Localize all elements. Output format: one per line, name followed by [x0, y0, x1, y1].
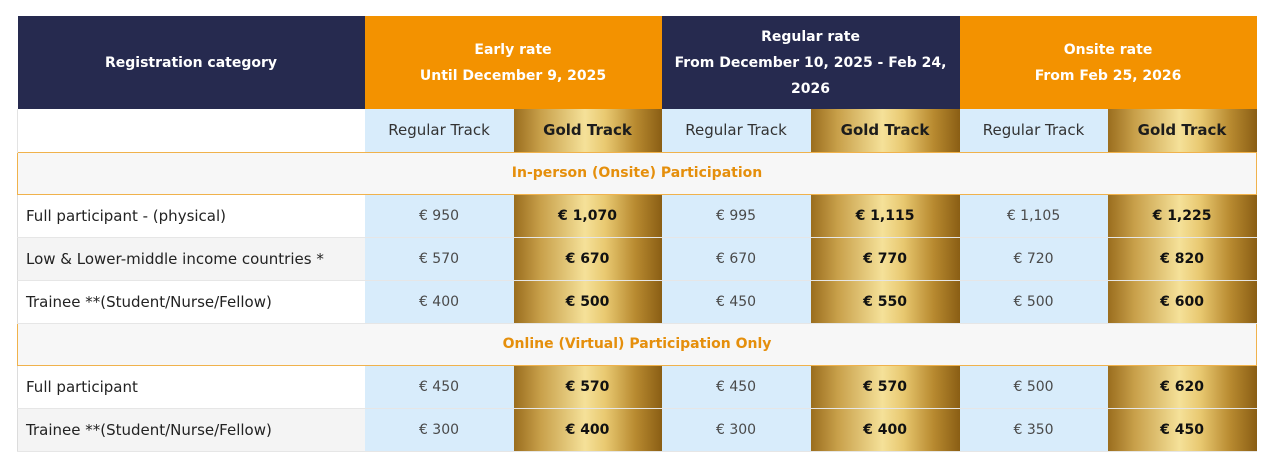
price-cell: € 450 [661, 365, 811, 409]
header-early-rate: Early rate Until December 9, 2025 [364, 16, 662, 109]
gold-price-cell: € 1,225 [1107, 194, 1257, 238]
regular-regular-track-label: Regular Track [661, 109, 811, 152]
gold-price-cell: € 600 [1107, 280, 1257, 324]
gold-price-cell: € 620 [1107, 365, 1257, 409]
pricing-table-container: Registration category Early rate Until D… [16, 16, 1258, 452]
price-cell: € 950 [364, 194, 514, 238]
price-cell: € 995 [661, 194, 811, 238]
price-cell: € 450 [364, 365, 514, 409]
gold-price-cell: € 400 [810, 408, 960, 452]
gold-price-cell: € 450 [1107, 408, 1257, 452]
section-header-row: In-person (Onsite) Participation [16, 151, 1258, 195]
header-regular-rate: Regular rate From December 10, 2025 - Fe… [661, 16, 960, 109]
onsite-regular-track-label: Regular Track [959, 109, 1108, 152]
early-rate-dates: Until December 9, 2025 [419, 67, 607, 84]
early-regular-track-label: Regular Track [364, 109, 514, 152]
registration-fees-table: Registration category Early rate Until D… [16, 16, 1258, 452]
price-cell: € 450 [661, 280, 811, 324]
header-row: Registration category Early rate Until D… [17, 16, 1257, 109]
gold-price-cell: € 570 [810, 365, 960, 409]
price-cell: € 300 [364, 408, 514, 452]
table-row: Full participant - (physical) € 950 € 1,… [17, 194, 1257, 238]
early-rate-title: Early rate [474, 41, 552, 58]
track-row: Regular Track Gold Track Regular Track G… [17, 109, 1257, 152]
gold-price-cell: € 1,115 [810, 194, 960, 238]
price-cell: € 500 [959, 365, 1108, 409]
gold-price-cell: € 670 [513, 237, 662, 281]
table-row: Trainee **(Student/Nurse/Fellow) € 400 €… [17, 280, 1257, 324]
price-cell: € 500 [959, 280, 1108, 324]
regular-gold-track-label: Gold Track [810, 109, 960, 152]
table-row: Full participant € 450 € 570 € 450 € 570… [17, 365, 1257, 409]
row-label: Trainee **(Student/Nurse/Fellow) [17, 408, 365, 452]
section-title-in-person: In-person (Onsite) Participation [16, 151, 1258, 195]
gold-price-cell: € 500 [513, 280, 662, 324]
onsite-rate-dates: From Feb 25, 2026 [1034, 67, 1182, 84]
price-cell: € 350 [959, 408, 1108, 452]
track-row-blank-cell [17, 109, 365, 152]
regular-rate-dates: From December 10, 2025 - Feb 24, 2026 [674, 54, 947, 97]
row-label: Low & Lower-middle income countries * [17, 237, 365, 281]
table-row: Low & Lower-middle income countries * € … [17, 237, 1257, 281]
onsite-rate-title: Onsite rate [1063, 41, 1153, 58]
gold-price-cell: € 550 [810, 280, 960, 324]
gold-price-cell: € 770 [810, 237, 960, 281]
row-label: Full participant [17, 365, 365, 409]
gold-price-cell: € 820 [1107, 237, 1257, 281]
section-header-row: Online (Virtual) Participation Only [16, 322, 1258, 366]
onsite-gold-track-label: Gold Track [1107, 109, 1257, 152]
table-row: Trainee **(Student/Nurse/Fellow) € 300 €… [17, 408, 1257, 452]
section-title-online: Online (Virtual) Participation Only [16, 322, 1258, 366]
gold-price-cell: € 570 [513, 365, 662, 409]
price-cell: € 570 [364, 237, 514, 281]
price-cell: € 670 [661, 237, 811, 281]
price-cell: € 720 [959, 237, 1108, 281]
gold-price-cell: € 1,070 [513, 194, 662, 238]
price-cell: € 400 [364, 280, 514, 324]
gold-price-cell: € 400 [513, 408, 662, 452]
header-onsite-rate: Onsite rate From Feb 25, 2026 [959, 16, 1257, 109]
row-label: Full participant - (physical) [17, 194, 365, 238]
regular-rate-title: Regular rate [761, 28, 860, 45]
price-cell: € 300 [661, 408, 811, 452]
header-registration-category: Registration category [17, 16, 365, 109]
row-label: Trainee **(Student/Nurse/Fellow) [17, 280, 365, 324]
early-gold-track-label: Gold Track [513, 109, 662, 152]
price-cell: € 1,105 [959, 194, 1108, 238]
